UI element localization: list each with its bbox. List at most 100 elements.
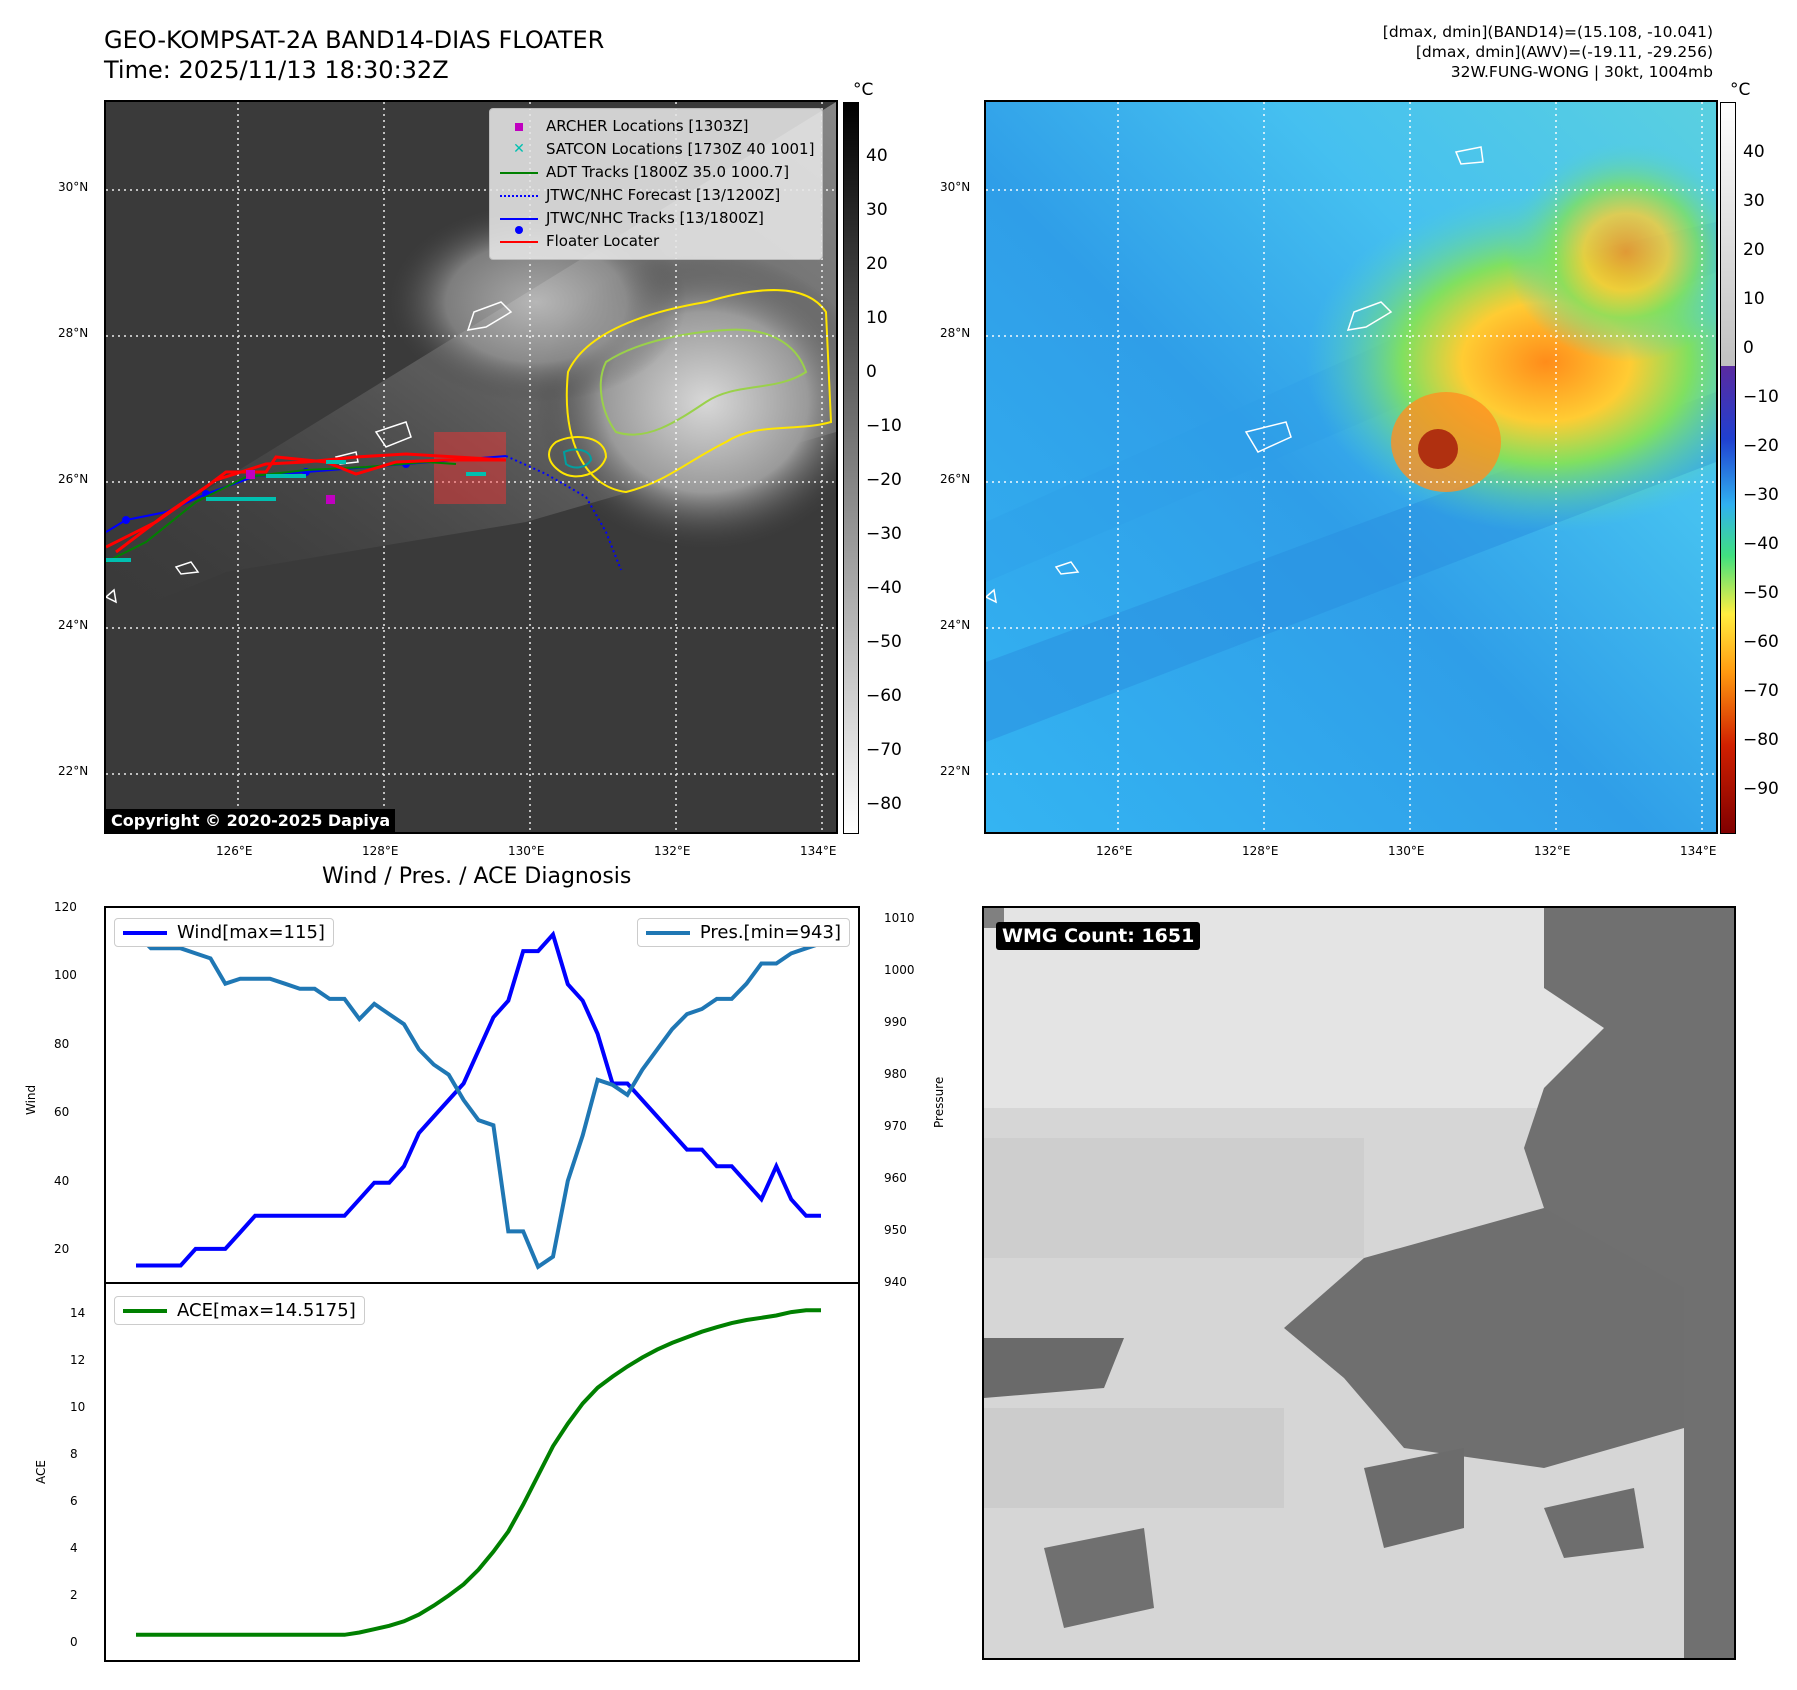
- chart-time: Time: 2025/11/13 18:30:32Z: [104, 56, 449, 84]
- cb-left-tick: −30: [866, 524, 902, 544]
- pres-tick: 940: [884, 1275, 907, 1289]
- cb-right-tick: −50: [1743, 583, 1779, 603]
- cb-right-tick: 20: [1743, 240, 1765, 260]
- copyright: Copyright © 2020-2025 Dapiya: [106, 809, 396, 832]
- wv-map-svg: [986, 102, 1716, 832]
- cb-left-tick: 20: [866, 254, 888, 274]
- legend-forecast: JTWC/NHC Forecast [13/1200Z]: [498, 184, 814, 207]
- line-marker-icon: [498, 171, 540, 174]
- wv-lon-tick-128: 128°E: [1242, 844, 1279, 858]
- wmg-panel: WMG Count: 1651: [982, 906, 1736, 1660]
- wind-tick: 80: [54, 1037, 70, 1051]
- lon-tick-132: 132°E: [654, 844, 691, 858]
- legend-floater: Floater Locater: [498, 230, 814, 253]
- legend-adt: ADT Tracks [1800Z 35.0 1000.7]: [498, 161, 814, 184]
- wmg-count-badge: WMG Count: 1651: [996, 922, 1201, 950]
- wind-pres-panel: Wind[max=115] Pres.[min=943]: [104, 906, 860, 1284]
- wv-map: [984, 100, 1718, 834]
- wind-legend-line-icon: [123, 930, 167, 935]
- cb-left-tick: 30: [866, 200, 888, 220]
- jtwc-forecast: [505, 455, 622, 571]
- cb-left-tick: −70: [866, 740, 902, 760]
- square-marker-icon: [498, 122, 540, 131]
- legend-satcon-label: SATCON Locations [1730Z 40 1001]: [546, 140, 815, 158]
- ace-tick: 8: [70, 1447, 78, 1461]
- lon-tick-134: 134°E: [800, 844, 837, 858]
- ace-tick: 4: [70, 1541, 78, 1555]
- floater-box: [434, 432, 506, 504]
- pres-tick: 980: [884, 1067, 907, 1081]
- cb-left-tick: 40: [866, 146, 888, 166]
- cb-right-tick: −70: [1743, 681, 1779, 701]
- pres-tick: 990: [884, 1015, 907, 1029]
- ace-legend-label: ACE[max=14.5175]: [177, 1300, 356, 1321]
- cb-right-tick: 10: [1743, 289, 1765, 309]
- cb-right-tick: 30: [1743, 191, 1765, 211]
- pres-legend: Pres.[min=943]: [636, 918, 850, 947]
- red-line-icon: [498, 240, 540, 243]
- ace-axis-label: ACE: [34, 1460, 48, 1484]
- pres-tick: 970: [884, 1119, 907, 1133]
- ace-tick: 0: [70, 1635, 78, 1649]
- cb-right-tick: −80: [1743, 730, 1779, 750]
- wv-lat-tick-24: 24°N: [940, 618, 971, 632]
- info-awv: [dmax, dmin](AWV)=(-19.11, -29.256): [1415, 43, 1713, 61]
- header-info: [dmax, dmin](BAND14)=(15.108, -10.041) […: [1113, 22, 1713, 82]
- legend-satcon: ✕ SATCON Locations [1730Z 40 1001]: [498, 138, 814, 161]
- wind-legend: Wind[max=115]: [114, 918, 334, 947]
- wv-lon-tick-132: 132°E: [1534, 844, 1571, 858]
- cb-left-tick: −80: [866, 794, 902, 814]
- ace-tick: 2: [70, 1588, 78, 1602]
- ir-map: ARCHER Locations [1303Z] ✕ SATCON Locati…: [104, 100, 838, 834]
- pres-tick: 1010: [884, 911, 915, 925]
- wv-lat-tick-28: 28°N: [940, 326, 971, 340]
- wind-pres-svg: [134, 930, 822, 1270]
- info-band14: [dmax, dmin](BAND14)=(15.108, -10.041): [1382, 23, 1713, 41]
- cb-left-tick: −10: [866, 416, 902, 436]
- legend-archer-label: ARCHER Locations [1303Z]: [546, 117, 749, 135]
- pres-legend-label: Pres.[min=943]: [699, 922, 841, 943]
- ace-series-line: [136, 1308, 821, 1637]
- wmg-svg: [984, 908, 1734, 1658]
- ace-svg: [136, 1308, 821, 1637]
- lon-tick-130: 130°E: [508, 844, 545, 858]
- satcon-points: [106, 460, 486, 562]
- legend-jtwc: JTWC/NHC Tracks [13/1800Z]: [498, 207, 814, 234]
- lon-tick-128: 128°E: [362, 844, 399, 858]
- cb-right-tick: −10: [1743, 387, 1779, 407]
- wv-lon-tick-130: 130°E: [1388, 844, 1425, 858]
- ace-legend-line-icon: [123, 1308, 167, 1313]
- cb-left-tick: −60: [866, 686, 902, 706]
- lat-tick-22: 22°N: [58, 764, 89, 778]
- pressure-series-line: [134, 931, 822, 1270]
- wv-lon-tick-126: 126°E: [1096, 844, 1133, 858]
- wind-tick: 120: [54, 900, 77, 914]
- colorbar-right-unit: °C: [1730, 80, 1751, 100]
- wv-lat-tick-30: 30°N: [940, 180, 971, 194]
- cb-left-tick: 0: [866, 362, 877, 382]
- map-legend: ARCHER Locations [1303Z] ✕ SATCON Locati…: [489, 108, 824, 260]
- pres-legend-line-icon: [645, 930, 690, 935]
- legend-adt-label: ADT Tracks [1800Z 35.0 1000.7]: [546, 163, 790, 181]
- floater-track: [106, 452, 507, 554]
- ace-tick: 12: [70, 1353, 86, 1367]
- wind-tick: 100: [54, 968, 77, 982]
- legend-archer: ARCHER Locations [1303Z]: [498, 115, 814, 138]
- pres-tick: 1000: [884, 963, 915, 977]
- cb-right-tick: 0: [1743, 338, 1754, 358]
- pressure-axis-label: Pressure: [932, 1076, 946, 1128]
- wind-tick: 60: [54, 1105, 70, 1119]
- lon-tick-126: 126°E: [216, 844, 253, 858]
- x-marker-icon: ✕: [513, 141, 525, 157]
- cb-right-tick: −40: [1743, 534, 1779, 554]
- chart-title: GEO-KOMPSAT-2A BAND14-DIAS FLOATER: [104, 26, 605, 54]
- pres-tick: 960: [884, 1171, 907, 1185]
- cb-left-tick: −50: [866, 632, 902, 652]
- wv-lat-tick-26: 26°N: [940, 472, 971, 486]
- archer-points: [246, 470, 335, 504]
- ace-tick: 14: [70, 1306, 86, 1320]
- ace-legend: ACE[max=14.5175]: [114, 1296, 365, 1325]
- cb-left-tick: 10: [866, 308, 888, 328]
- lat-tick-26: 26°N: [58, 472, 89, 486]
- wv-lat-tick-22: 22°N: [940, 764, 971, 778]
